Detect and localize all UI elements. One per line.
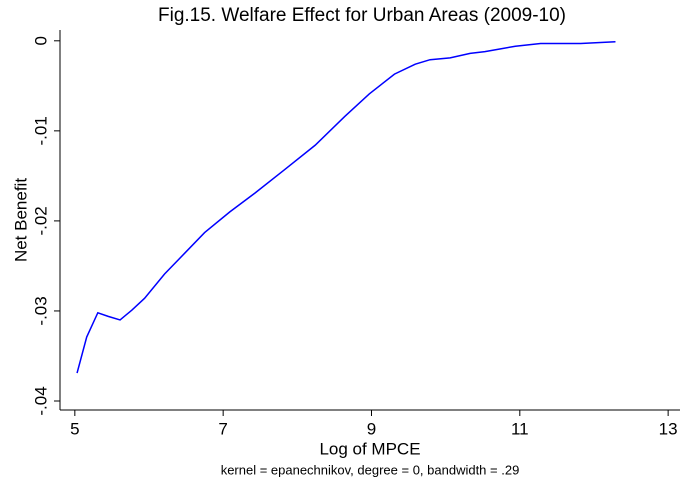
x-tick-label: 13: [659, 419, 678, 438]
x-tick-label: 9: [367, 419, 376, 438]
note: kernel = epanechnikov, degree = 0, bandw…: [221, 462, 520, 477]
y-axis-label: Net Benefit: [11, 178, 30, 262]
y-tick-label: -.04: [31, 386, 50, 415]
y-tick-label: -.03: [31, 296, 50, 325]
y-tick-label: 0: [31, 36, 50, 45]
data-line: [76, 40, 616, 374]
y-tick-label: -.01: [31, 116, 50, 145]
x-tick-label: 7: [218, 419, 227, 438]
y-tick-label: -.02: [31, 206, 50, 235]
x-tick-label: 5: [70, 419, 79, 438]
chart-title: Fig.15. Welfare Effect for Urban Areas (…: [158, 5, 566, 26]
x-tick-label: 11: [511, 419, 529, 438]
x-axis-label: Log of MPCE: [319, 439, 420, 458]
